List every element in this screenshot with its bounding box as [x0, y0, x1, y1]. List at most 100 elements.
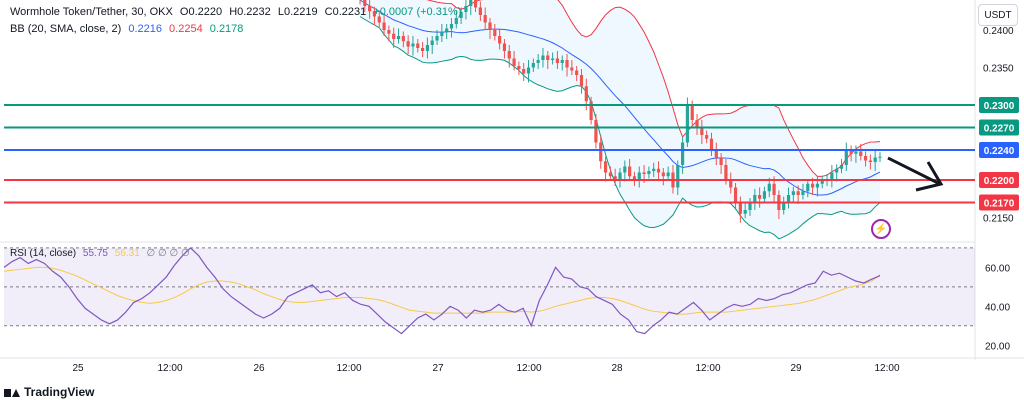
bb-upper-line [426, 0, 881, 177]
candle-body [815, 183, 820, 188]
candle-body [599, 142, 603, 162]
price-tick-label: 0.2400 [983, 26, 1014, 37]
candle-body [396, 36, 401, 39]
time-tick-label: 28 [611, 363, 623, 374]
low-value: L0.2219 [277, 6, 318, 18]
bb-basis-value: 0.2216 [128, 23, 162, 35]
level-label: 0.2170 [984, 199, 1015, 210]
time-tick-label: 12:00 [516, 363, 541, 374]
candle-body [743, 210, 747, 214]
candle-body [830, 172, 834, 180]
level-tag [979, 194, 1019, 211]
candle-body [555, 58, 560, 63]
bb-lower-value: 0.2178 [209, 23, 244, 35]
candle-body [425, 45, 430, 51]
candle-body [849, 150, 853, 154]
time-tick-label: 12:00 [336, 363, 361, 374]
candle-body [469, 0, 473, 6]
forecast-arrow-head [915, 161, 944, 192]
candle-body [541, 55, 545, 60]
candle-body [724, 165, 728, 180]
candle-body [445, 28, 449, 32]
candle-body [647, 171, 651, 174]
candle-body [464, 6, 468, 12]
candle-body [767, 183, 771, 192]
candle-body [560, 60, 564, 63]
candle-body [377, 16, 381, 23]
candle-body [517, 66, 521, 69]
candle-body [449, 24, 454, 29]
candle-body [483, 15, 487, 23]
candle-body [623, 166, 627, 173]
candle-body [758, 195, 762, 199]
candle-body [791, 191, 795, 195]
level-label: 0.2240 [984, 146, 1015, 157]
close-value: C0.2231 [324, 6, 367, 18]
candle-body [406, 41, 410, 47]
rsi-tick-label: 20.00 [985, 341, 1010, 352]
rsi-value: 55.75 [82, 248, 108, 259]
candle-body [868, 160, 872, 162]
candle-body [507, 51, 511, 59]
time-tick-label: 12:00 [695, 363, 720, 374]
candle-body [729, 180, 733, 188]
price-tick-label: 0.2350 [983, 64, 1014, 75]
rsi-tick-label: 60.00 [985, 263, 1010, 274]
high-value: H0.2232 [229, 6, 271, 18]
time-tick-label: 29 [790, 363, 802, 374]
candle-body [618, 172, 622, 180]
candle-body [502, 43, 507, 51]
candle-body [806, 183, 810, 192]
candle-body [632, 176, 637, 180]
bb-upper-value: 0.2254 [169, 23, 203, 35]
candle-body [786, 195, 791, 203]
change-value: +0.0007 (+0.31%) [373, 6, 462, 18]
rsi-label: RSI (14, close) [10, 248, 77, 259]
bb-lower-line [359, 16, 881, 240]
candle-body [628, 166, 632, 177]
candle-body [575, 70, 579, 75]
candle-body [748, 202, 752, 210]
candle-body [594, 120, 598, 143]
candle-body [522, 69, 526, 74]
candle-body [714, 150, 718, 158]
candle-body [579, 75, 584, 87]
price-tick-label: 0.2150 [983, 214, 1014, 225]
candle-body [782, 202, 786, 210]
tradingview-branding[interactable]: TradingView [4, 385, 94, 399]
candle-body [709, 138, 714, 150]
lightning-icon[interactable]: ⚡ [871, 219, 891, 239]
rsi-ma-value: 56.31 [114, 248, 140, 259]
level-tag [979, 142, 1019, 158]
candle-body [440, 31, 444, 36]
candle-body [546, 55, 550, 60]
candle-body [613, 176, 617, 180]
rsi-placeholders: ∅ ∅ ∅ ∅ [146, 248, 190, 259]
candle-body [608, 172, 612, 177]
level-tag [979, 119, 1019, 136]
branding-label: TradingView [24, 385, 95, 399]
currency-button[interactable]: USDT [978, 4, 1018, 26]
candle-body [738, 202, 742, 214]
level-label: 0.2270 [984, 124, 1015, 135]
candle-body [512, 58, 516, 66]
candle-body [801, 191, 805, 195]
candle-body [392, 33, 396, 39]
candle-body [652, 168, 656, 171]
candle-body [430, 40, 434, 45]
candle-body [854, 151, 858, 154]
rsi-tick-label: 40.00 [985, 302, 1010, 313]
rsi-line [3, 247, 881, 335]
candle-body [810, 183, 815, 188]
candle-body [420, 48, 425, 51]
bb-label: BB (20, SMA, close, 2) [10, 23, 122, 35]
rsi-legend: RSI (14, close) 55.75 56.31 ∅ ∅ ∅ ∅ [10, 248, 194, 259]
candle-body [685, 105, 690, 143]
candle-body [498, 36, 502, 44]
candle-body [719, 157, 723, 165]
candle-body [536, 60, 540, 63]
candle-body [589, 101, 593, 120]
candle-body [844, 150, 848, 165]
candle-body [705, 135, 709, 139]
